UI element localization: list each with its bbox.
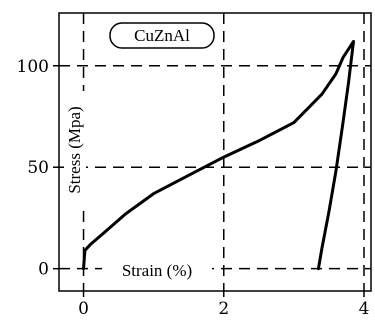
- y-tick-label-2: 100: [17, 57, 49, 77]
- series-line-0: [82, 39, 355, 271]
- x-axis-label-background: [102, 259, 212, 281]
- chart-title: CuZnAl: [134, 26, 190, 45]
- y-axis-label-background: [64, 91, 86, 209]
- y-tick-label-1: 50: [27, 158, 49, 178]
- axis-ticks: 0 2 4 0 50 100: [17, 57, 370, 319]
- x-tick-label-1: 2: [218, 299, 229, 319]
- chart-title-box: [109, 22, 215, 49]
- x-tick-label-0: 0: [78, 299, 89, 319]
- x-axis-label: Strain (%): [122, 261, 192, 280]
- x-axis-label-group: Strain (%): [102, 259, 212, 281]
- plot-frame: [58, 12, 372, 292]
- series-group: [82, 39, 355, 271]
- y-axis-label-group: Stress (Mpa): [64, 91, 86, 209]
- grid-lines: [59, 13, 371, 291]
- y-tick-label-0: 0: [38, 260, 49, 280]
- chart-title-group: CuZnAl: [109, 22, 215, 49]
- x-tick-label-2: 4: [359, 299, 370, 319]
- y-axis-label: Stress (Mpa): [65, 106, 84, 193]
